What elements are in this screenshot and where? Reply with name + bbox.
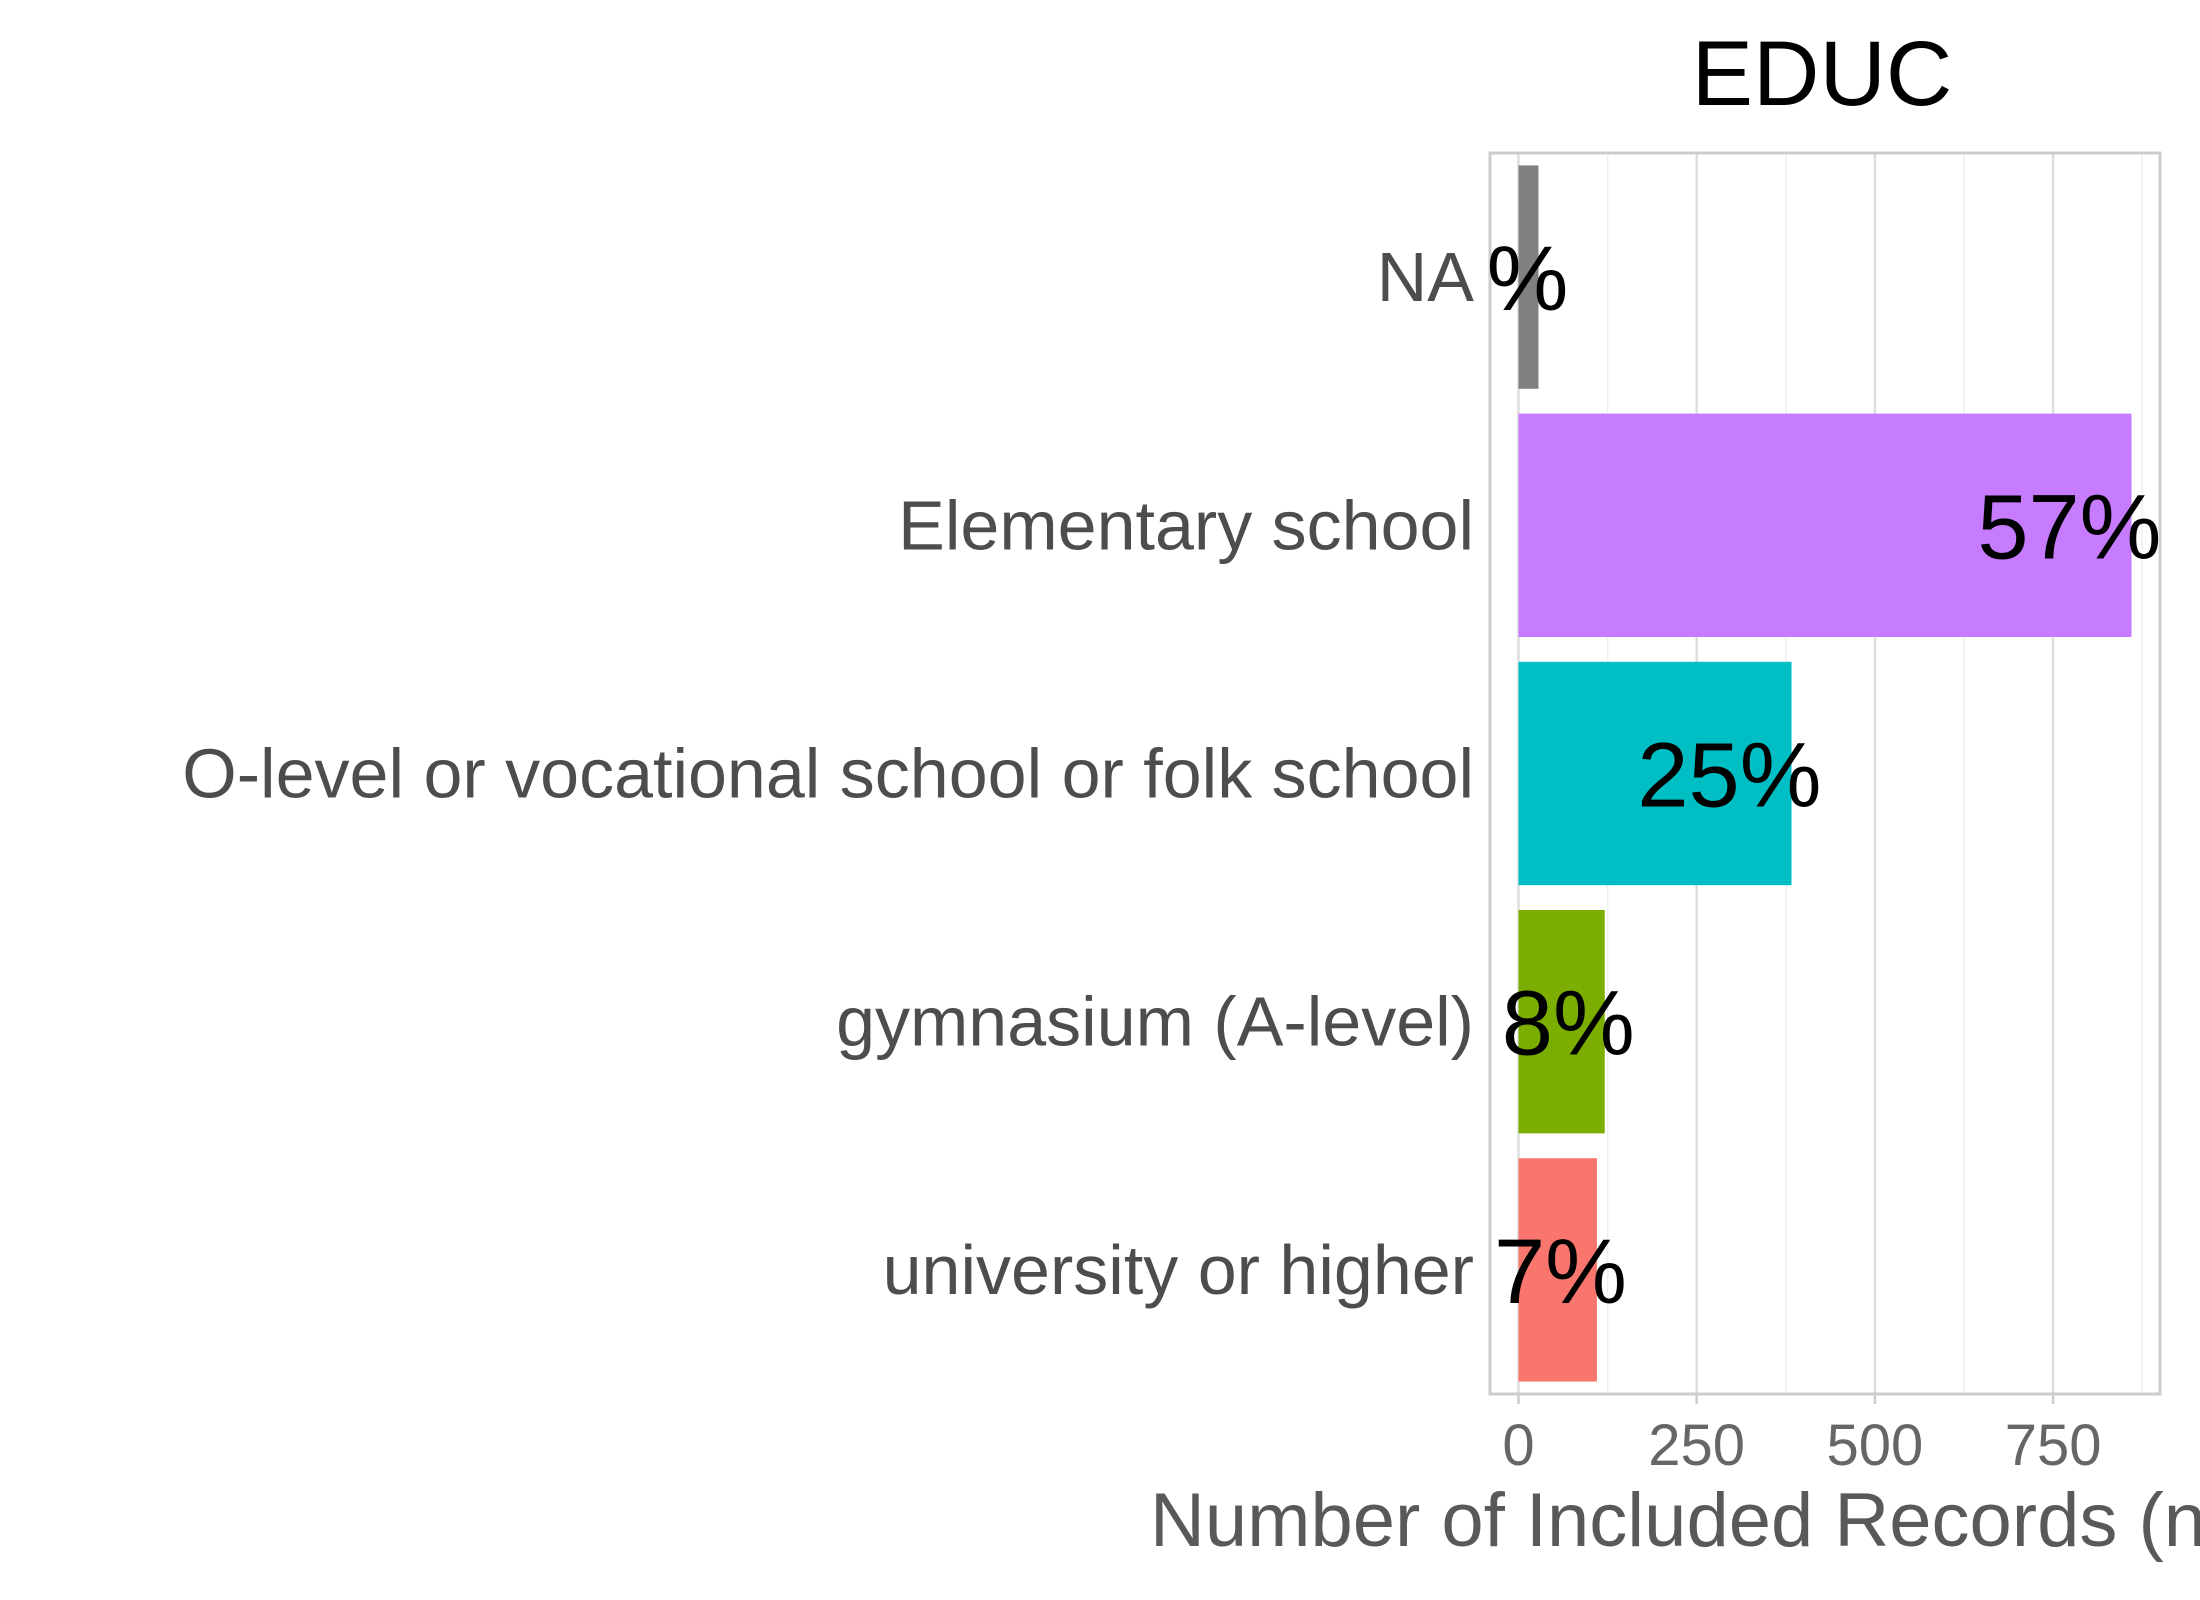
category-label: O-level or vocational school or folk sch… — [182, 735, 1474, 813]
bar — [1518, 1158, 1597, 1382]
category-label: NA — [1377, 238, 1475, 316]
category-label: gymnasium (A-level) — [836, 983, 1474, 1061]
x-tick-label: 0 — [1502, 1413, 1534, 1478]
x-tick-label: 250 — [1648, 1413, 1745, 1478]
plot-panel-border — [1488, 151, 2162, 1396]
data-label: 57% — [1977, 476, 2161, 578]
bar — [1518, 661, 1792, 886]
data-label: 7% — [1494, 1221, 1627, 1323]
data-label: 25% — [1637, 725, 1821, 827]
category-label: Elementary school — [898, 486, 1474, 564]
category-labels: NA Elementary school O-level or vocational… — [182, 238, 1474, 1309]
x-tick-label: 500 — [1827, 1413, 1924, 1478]
bar — [1518, 165, 1539, 389]
x-tick-label: 750 — [2005, 1413, 2102, 1478]
data-labels: % 57% 25% 8% 7% — [1487, 228, 2162, 1323]
x-axis-ticks: 0 250 500 750 — [1502, 1394, 2101, 1478]
bar — [1518, 910, 1605, 1134]
x-axis-title: Number of Included Records (n — [1150, 1478, 2200, 1563]
category-label: university or higher — [883, 1231, 1474, 1309]
bar — [1518, 413, 2132, 637]
data-label: 8% — [1502, 973, 1635, 1075]
data-label: % — [1487, 228, 1569, 330]
bars — [1518, 165, 2132, 1382]
chart-title: EDUC — [1692, 23, 1953, 125]
